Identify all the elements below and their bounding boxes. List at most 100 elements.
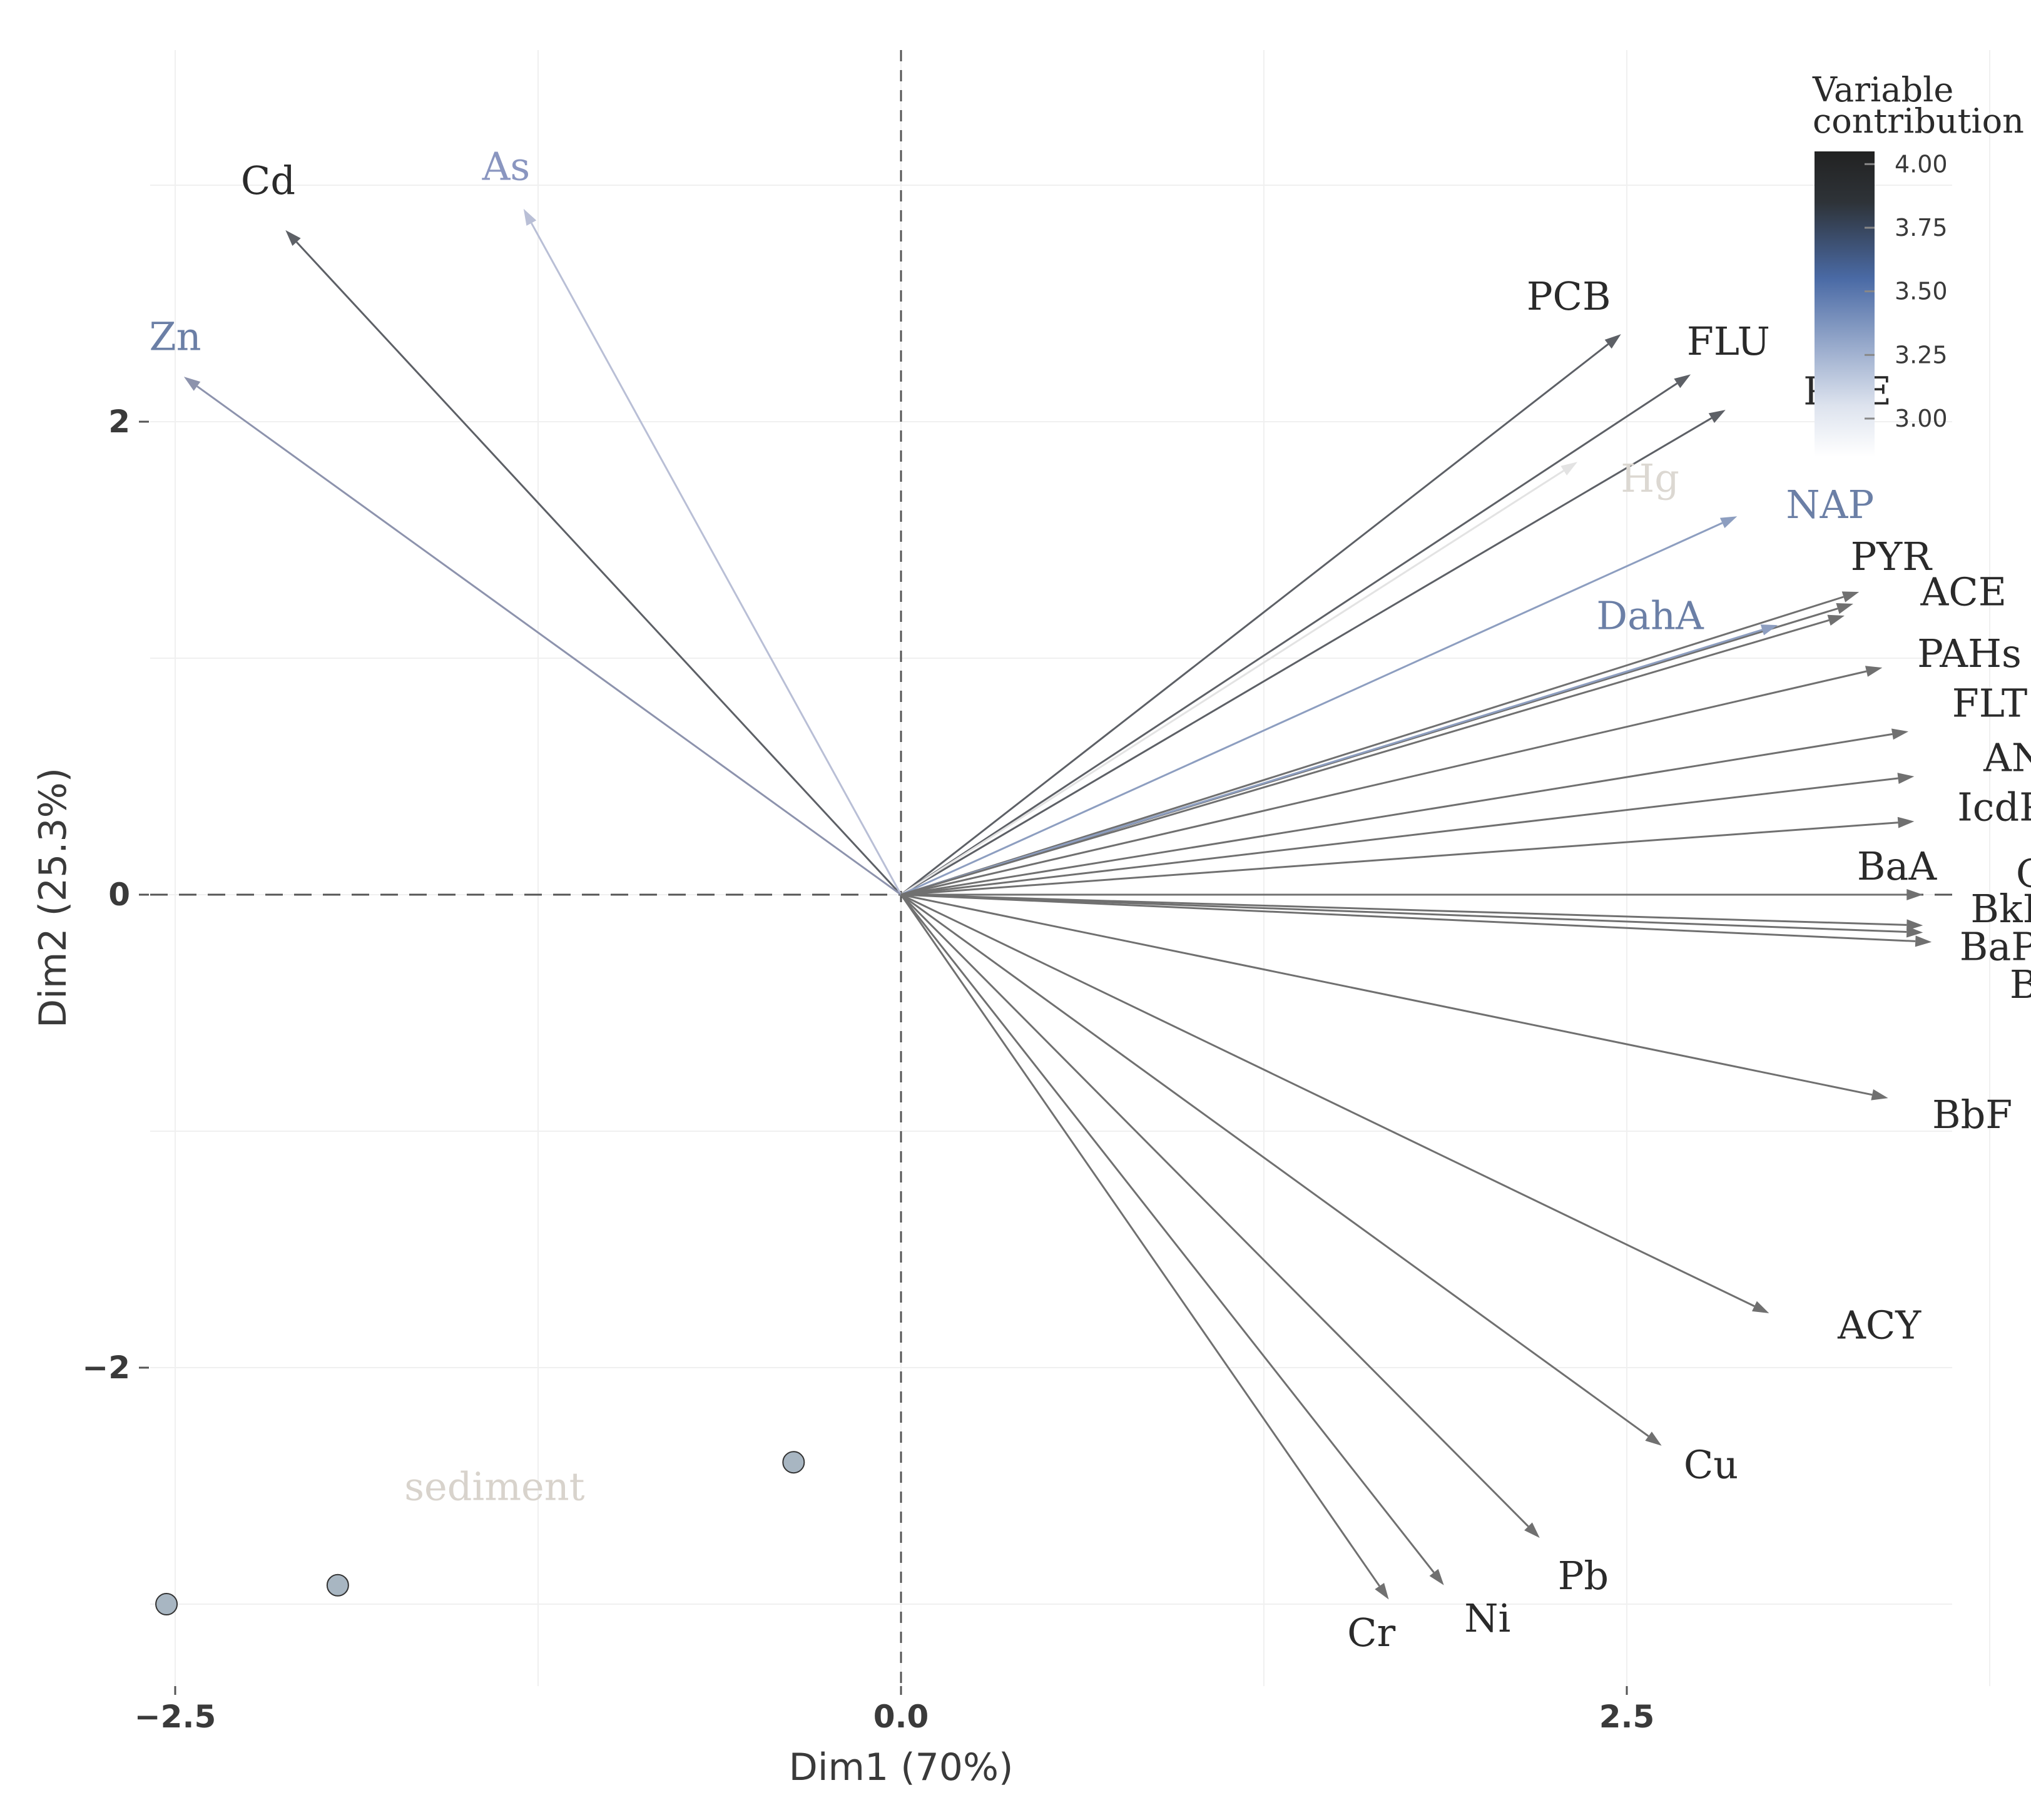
vector-label-Hg: Hg: [1621, 455, 1679, 501]
vector-FLT-arrowhead: [1865, 666, 1883, 677]
vector-label-ACY: ACY: [1837, 1302, 1922, 1348]
vector-CHR-arrowhead: [1906, 889, 1923, 900]
vector-Ni-arrowhead: [1429, 1568, 1444, 1585]
vector-label-CHR: CHR: [2016, 850, 2031, 896]
data-point: [155, 1593, 178, 1615]
legend-title-line-2: contribution: [1813, 101, 2024, 141]
vector-label-BbF: BbF: [1932, 1092, 2012, 1137]
vector-label-As: As: [482, 143, 531, 189]
vector-ACY-arrowhead: [1752, 1301, 1769, 1314]
axes: −5.0−2.50.02.55.0−202: [82, 404, 1655, 1735]
vector-Cr-arrowhead: [1375, 1582, 1389, 1600]
x-axis-title: Dim1 (70%): [789, 1746, 1014, 1789]
variable-vectors: [183, 208, 1932, 1600]
vector-label-BkF: BkF: [1970, 886, 2031, 932]
vector-Ni-line: [900, 894, 1435, 1573]
legend-tick-label: 3.00: [1895, 405, 1948, 432]
vector-label-ACE: ACE: [1920, 569, 2006, 615]
vector-IcdP-arrowhead: [1897, 773, 1915, 784]
vector-label-BghiP: BghiP: [2010, 962, 2031, 1007]
vector-label-Pb: Pb: [1558, 1553, 1609, 1599]
vector-BaA-arrowhead: [1897, 816, 1915, 828]
vector-Cd-line: [295, 241, 902, 896]
vector-FLU-line: [900, 382, 1678, 896]
vector-label-Cd: Cd: [241, 158, 295, 203]
vector-Cu-line: [900, 893, 1649, 1437]
vector-PAHs-arrowhead: [1827, 614, 1845, 626]
vector-label-NAP: NAP: [1786, 482, 1874, 527]
vector-label-BaA: BaA: [1857, 843, 1938, 889]
legend-tick-label: 4.00: [1895, 150, 1948, 178]
vector-IcdP-line: [900, 777, 1898, 896]
vector-label-PYR: PYR: [1851, 534, 1933, 579]
vector-label-PCB: PCB: [1527, 273, 1611, 319]
vector-BbF-line: [900, 893, 1873, 1096]
vector-label-Zn: Zn: [149, 313, 201, 359]
individual-points: [155, 1451, 805, 1615]
x-tick-label: −2.5: [135, 1699, 216, 1735]
vector-PYR-line: [900, 596, 1844, 896]
vector-label-Cu: Cu: [1684, 1441, 1738, 1487]
vector-PYR-arrowhead: [1841, 591, 1860, 602]
variable-labels: CdAsZnPCBFLUPHEHgNAPPYRACEDahAPAHsFLTANT…: [149, 143, 2031, 1655]
vector-BaP-line: [900, 893, 1907, 933]
legend-tick-label: 3.50: [1895, 278, 1948, 305]
vector-Zn-arrowhead: [183, 377, 201, 391]
x-tick-label: 0.0: [873, 1699, 929, 1735]
legend-title-line-1: Variable: [1812, 70, 1953, 109]
vector-BghiP-line: [900, 893, 1916, 942]
vector-BghiP-arrowhead: [1915, 935, 1932, 947]
vector-Pb-line: [900, 893, 1529, 1527]
vector-BkF-line: [900, 893, 1907, 926]
vector-PHE-arrowhead: [1708, 410, 1726, 424]
vector-Cr-line: [900, 894, 1380, 1587]
y-tick-label: 0: [108, 877, 130, 913]
vector-BaA-line: [900, 821, 1898, 896]
vector-Pb-arrowhead: [1524, 1522, 1540, 1538]
vector-label-BaP: BaP: [1960, 924, 2031, 970]
vector-PHE-line: [900, 417, 1713, 896]
legend-ticks: 4.00 3.75 3.50 3.25 3.00: [1865, 150, 1948, 432]
vector-PCB-arrowhead: [1604, 334, 1621, 349]
vector-Cu-arrowhead: [1645, 1431, 1662, 1446]
y-tick-label: 2: [108, 404, 130, 440]
y-tick-label: −2: [82, 1350, 130, 1386]
vector-DahA-arrowhead: [1760, 624, 1778, 636]
vector-PAHs-line: [900, 619, 1830, 896]
vector-DahA-line: [900, 629, 1763, 896]
data-point: [782, 1451, 805, 1474]
vector-NAP-arrowhead: [1719, 516, 1738, 529]
vector-label-PAHs: PAHs: [1917, 631, 2022, 676]
vector-ANT-arrowhead: [1891, 728, 1909, 740]
vector-label-DahA: DahA: [1596, 592, 1704, 638]
vector-BbF-arrowhead: [1871, 1089, 1888, 1101]
legend-tick-label: 3.25: [1895, 341, 1948, 369]
y-axis-title: Dim2 (25.3%): [31, 768, 75, 1028]
vector-As-arrowhead: [523, 208, 537, 226]
vector-PCB-line: [900, 343, 1609, 896]
vector-As-line: [531, 222, 902, 895]
vector-ACY-line: [900, 893, 1755, 1308]
vector-ANT-line: [900, 733, 1893, 896]
x-tick-label: 2.5: [1599, 1699, 1655, 1735]
vector-Cd-arrowhead: [285, 230, 301, 247]
vector-label-Ni: Ni: [1464, 1595, 1510, 1641]
legend-colorbar: [1815, 151, 1875, 457]
vector-label-Cr: Cr: [1347, 1610, 1395, 1655]
legend-tick-label: 3.75: [1895, 214, 1948, 241]
vector-Hg-arrowhead: [1560, 462, 1578, 475]
data-point: [326, 1573, 349, 1597]
color-legend: Variable contribution 4.00 3.75 3.50 3.25 3.…: [1812, 70, 2024, 457]
vector-label-ANT: ANT: [1983, 735, 2031, 780]
vector-label-IcdP: IcdP: [1957, 785, 2031, 830]
vector-FLU-arrowhead: [1674, 374, 1691, 389]
vector-Zn-line: [196, 385, 902, 896]
vector-NAP-line: [900, 522, 1723, 896]
vector-label-FLU: FLU: [1687, 318, 1770, 364]
vector-label-FLT: FLT: [1952, 680, 2028, 726]
group-labels: musselsedimentsediment: [404, 1464, 584, 1510]
vector-FLT-line: [900, 670, 1867, 896]
reference-lines: [150, 50, 1952, 1686]
vector-BaP-arrowhead: [1906, 926, 1923, 938]
